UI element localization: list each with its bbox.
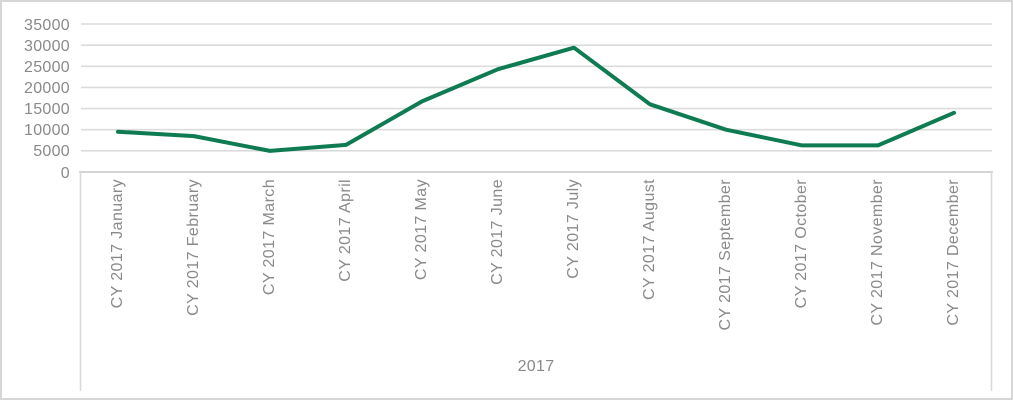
x-category-cell: CY 2017 November xyxy=(840,179,916,349)
x-tick-label: CY 2017 April xyxy=(337,179,354,282)
x-tick-label: CY 2017 February xyxy=(185,179,202,316)
x-category-cell: CY 2017 April xyxy=(308,179,384,349)
x-tick-label: CY 2017 June xyxy=(489,179,506,285)
x-category-cell: CY 2017 December xyxy=(916,179,992,349)
x-category-cell: CY 2017 February xyxy=(156,179,232,349)
x-category-cell: CY 2017 September xyxy=(688,179,764,349)
data-series-line xyxy=(116,45,956,153)
y-tick-label: 15000 xyxy=(24,101,70,119)
x-category-cell: CY 2017 August xyxy=(612,179,688,349)
x-tick-label: CY 2017 March xyxy=(261,179,278,296)
y-tick-label: 20000 xyxy=(24,79,70,97)
y-tick-label: 25000 xyxy=(24,58,70,76)
y-tick-label: 30000 xyxy=(24,37,70,55)
x-tick-label: CY 2017 October xyxy=(793,179,810,309)
x-category-cell: CY 2017 January xyxy=(80,179,156,349)
x-category-cell: CY 2017 June xyxy=(460,179,536,349)
x-tick-label: CY 2017 May xyxy=(413,179,430,281)
x-tick-label: CY 2017 August xyxy=(641,179,658,300)
x-tick-label: CY 2017 July xyxy=(565,179,582,279)
x-category-cell: CY 2017 July xyxy=(536,179,612,349)
x-category-cell: CY 2017 May xyxy=(384,179,460,349)
y-tick-label: 35000 xyxy=(24,16,70,34)
x-category-cell: CY 2017 October xyxy=(764,179,840,349)
x-axis-group-label: 2017 xyxy=(517,358,555,375)
y-tick-label: 10000 xyxy=(24,122,70,140)
x-tick-label: CY 2017 January xyxy=(109,179,126,309)
x-tick-label: CY 2017 December xyxy=(945,179,962,326)
y-tick-label: 5000 xyxy=(33,143,70,161)
y-tick-label: 0 xyxy=(60,164,70,182)
x-category-cell: CY 2017 March xyxy=(232,179,308,349)
x-tick-label: CY 2017 September xyxy=(717,179,734,331)
x-tick-label: CY 2017 November xyxy=(869,179,886,326)
